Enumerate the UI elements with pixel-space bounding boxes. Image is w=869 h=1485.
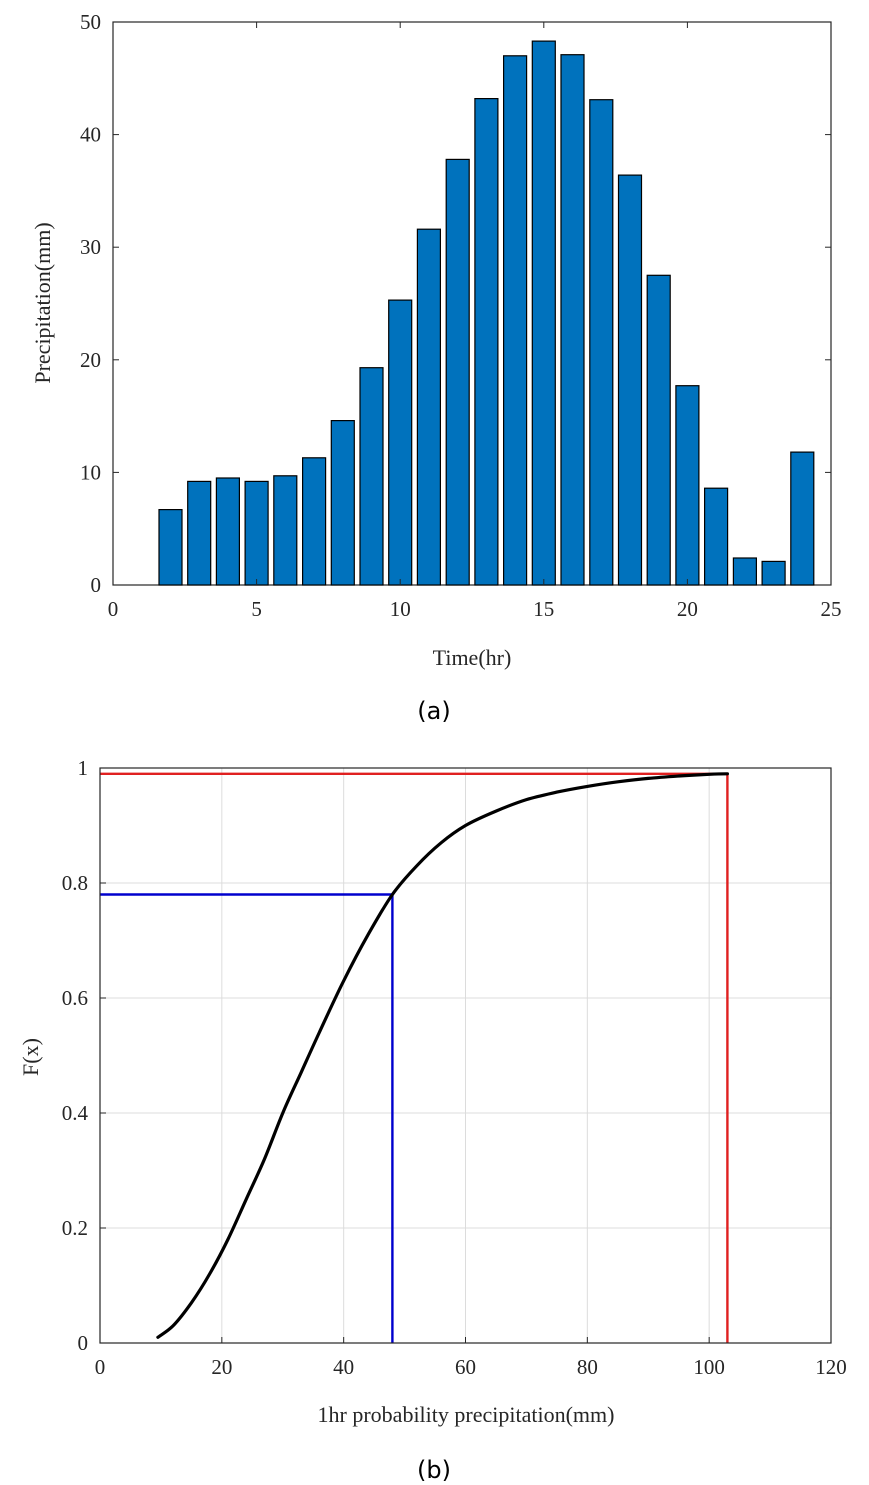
y-tick-label: 40 <box>80 123 101 147</box>
x-tick-label: 20 <box>211 1355 232 1379</box>
y-tick-label: 10 <box>80 460 101 484</box>
x-tick-label: 5 <box>251 597 262 621</box>
bar-hour-23 <box>761 560 786 586</box>
bar-series <box>158 40 815 586</box>
y-tick-label: 20 <box>80 348 101 372</box>
x-axis-ticks-b: 0 20 40 60 80 100 120 <box>95 1337 847 1379</box>
caption-a: (a) <box>417 697 450 725</box>
panel-a-bar-chart: 0 5 10 15 20 25 0 10 20 30 40 50 Time(hr) Precipit… <box>30 10 842 725</box>
bar-hour-15 <box>531 40 556 586</box>
y-axis-label-b: F(x) <box>18 1038 43 1076</box>
x-axis-label-b: 1hr probability precipitation(mm) <box>318 1402 615 1427</box>
y-axis-ticks-a: 0 10 20 30 40 50 <box>80 10 831 597</box>
bar-hour-24 <box>790 451 815 586</box>
bar-hour-5 <box>244 480 269 586</box>
y-axis-label-a: Precipitation(mm) <box>30 222 55 383</box>
x-tick-label: 80 <box>577 1355 598 1379</box>
bar-hour-8 <box>330 420 355 586</box>
y-tick-label: 0 <box>78 1331 89 1355</box>
x-tick-label: 0 <box>108 597 119 621</box>
x-tick-label: 15 <box>533 597 554 621</box>
cdf-curve <box>156 772 729 1339</box>
x-tick-label: 20 <box>677 597 698 621</box>
bar-hour-2 <box>158 509 183 586</box>
bar-hour-11 <box>416 228 441 586</box>
bar-hour-9 <box>359 367 384 586</box>
bar-hour-18 <box>617 174 643 586</box>
bar-hour-7 <box>302 457 327 586</box>
x-tick-label: 40 <box>333 1355 354 1379</box>
x-tick-label: 0 <box>95 1355 106 1379</box>
bar-hour-12 <box>445 158 470 586</box>
y-axis-ticks-b: 0 0.2 0.4 0.6 0.8 1 <box>62 756 106 1355</box>
y-tick-label: 0.4 <box>62 1101 89 1125</box>
bar-hour-3 <box>187 480 212 586</box>
bar-hour-6 <box>273 475 298 586</box>
bar-hour-21 <box>703 487 729 586</box>
x-tick-label: 100 <box>693 1355 725 1379</box>
y-tick-label: 30 <box>80 235 101 259</box>
x-tick-label: 25 <box>821 597 842 621</box>
y-tick-label: 50 <box>80 10 101 34</box>
x-axis-ticks-a: 0 5 10 15 20 25 <box>108 22 842 621</box>
x-tick-label: 10 <box>390 597 411 621</box>
y-tick-label: 0.8 <box>62 871 88 895</box>
panel-b-cdf-chart: 0 20 40 60 80 100 120 0 0.2 0.4 0.6 0.8 1 1hr proba… <box>18 756 847 1484</box>
bar-hour-19 <box>646 274 671 586</box>
x-axis-label-a: Time(hr) <box>433 645 512 670</box>
y-tick-label: 0.6 <box>62 986 88 1010</box>
y-tick-label: 1 <box>78 756 89 780</box>
bar-hour-4 <box>215 477 240 586</box>
bar-hour-10 <box>388 299 413 586</box>
bar-hour-16 <box>560 54 585 586</box>
caption-b: (b) <box>417 1456 451 1484</box>
bar-hour-14 <box>503 55 528 586</box>
y-tick-label: 0 <box>91 573 102 597</box>
bar-hour-13 <box>474 97 499 586</box>
bar-hour-22 <box>732 557 758 586</box>
y-tick-label: 0.2 <box>62 1216 88 1240</box>
x-tick-label: 120 <box>815 1355 847 1379</box>
bar-hour-20 <box>675 385 700 586</box>
x-tick-label: 60 <box>455 1355 476 1379</box>
bar-hour-17 <box>589 99 614 586</box>
